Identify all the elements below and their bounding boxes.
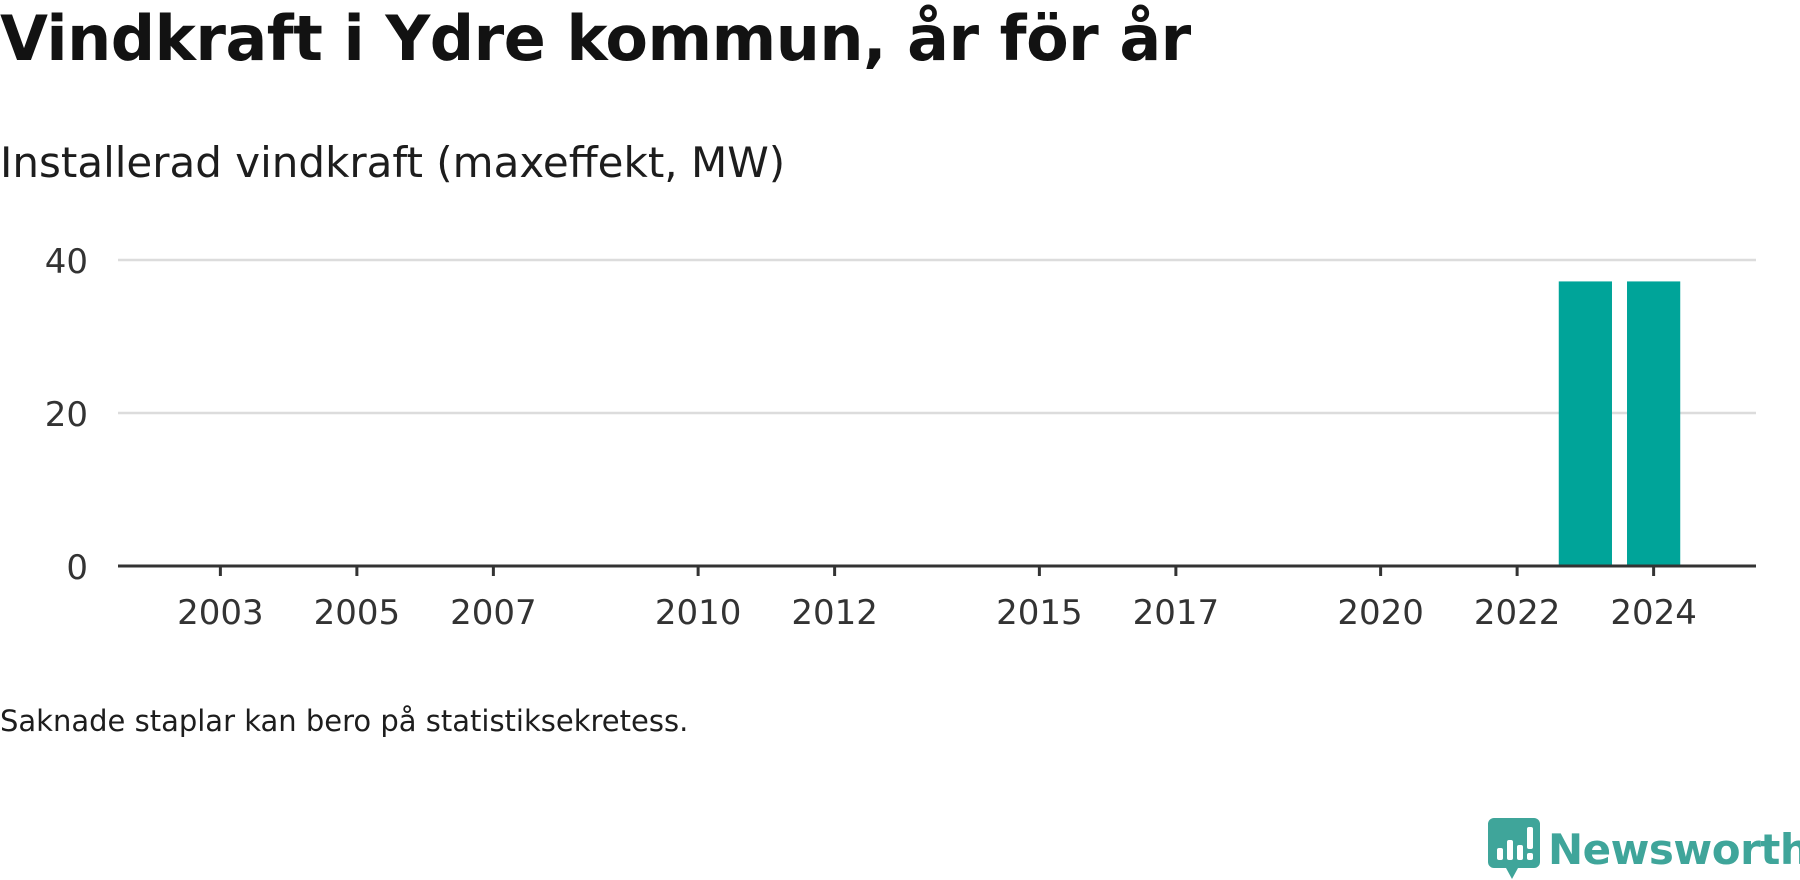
bar-2023 [1558,281,1612,566]
x-tick-labels: 2003 2005 2007 2010 2012 2015 2017 2020 2022 2024 [177,593,1697,633]
y-tick-label: 40 [45,242,88,282]
x-tick-label: 2020 [1337,593,1424,633]
y-tick-label: 20 [45,395,88,435]
footnote: Saknade staplar kan bero på statistiksek… [0,704,689,738]
y-tick-labels: 0 20 40 [45,242,88,588]
x-tick-label: 2024 [1610,593,1697,633]
brand-logo: Newsworthy [1488,818,1800,880]
newsworthy-logo-icon [1488,818,1540,879]
bar-2024 [1627,281,1681,566]
x-axis [118,564,1756,576]
x-tick-label: 2022 [1474,593,1561,633]
x-tick-label: 2012 [791,593,878,633]
y-tick-label: 0 [66,548,88,588]
x-tick-label: 2003 [177,593,264,633]
x-tick-label: 2005 [314,593,401,633]
chart-title: Vindkraft i Ydre kommun, år för år [0,2,1191,75]
x-tick-label: 2017 [1133,593,1220,633]
x-tick-label: 2007 [450,593,537,633]
gridlines [118,258,1756,415]
brand-name: Newsworthy [1548,824,1800,874]
bars [1558,281,1681,566]
chart-subtitle: Installerad vindkraft (maxeffekt, MW) [0,138,786,187]
x-tick-label: 2015 [996,593,1083,633]
x-tick-label: 2010 [655,593,742,633]
